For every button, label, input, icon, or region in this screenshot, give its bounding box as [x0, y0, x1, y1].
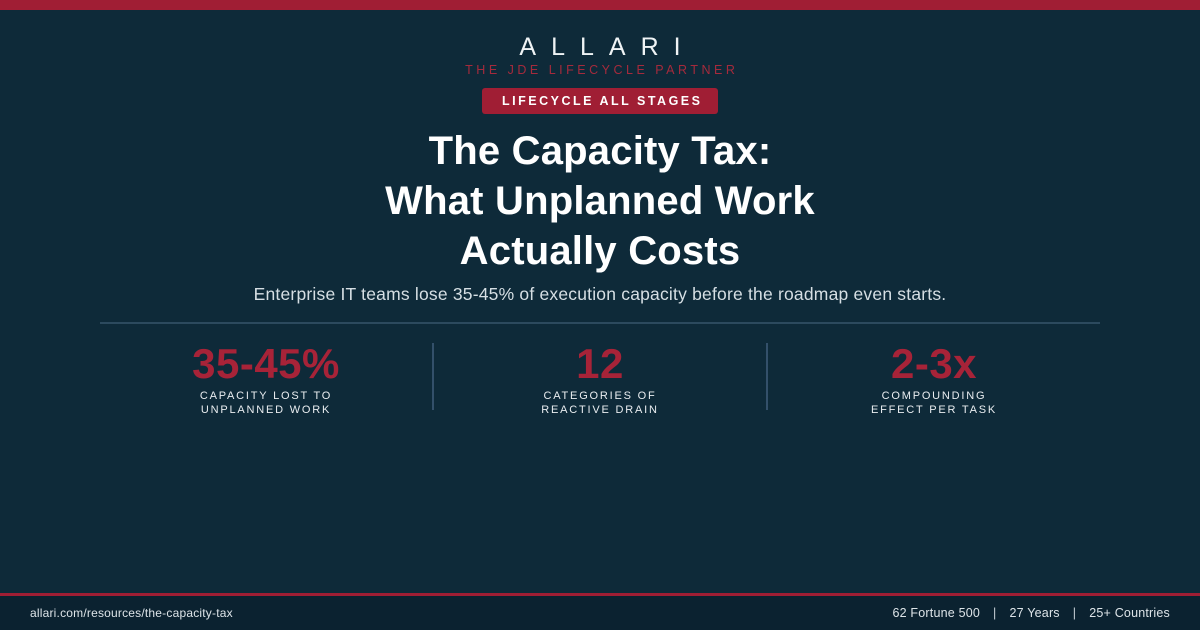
title-line-3: Actually Costs: [459, 229, 741, 273]
brand-wordmark: ALLARI: [519, 33, 696, 61]
title-line-2: What Unplanned Work: [385, 179, 815, 223]
stat-label-line-2: UNPLANNED WORK: [200, 403, 332, 416]
top-accent-bar: [0, 0, 1200, 10]
page-title: The Capacity Tax: What Unplanned Work Ac…: [0, 126, 1200, 276]
footer-meta-countries: 25+ Countries: [1089, 606, 1170, 620]
stat-label-line-1: CATEGORIES OF: [543, 390, 657, 402]
footer-url: allari.com/resources/the-capacity-tax: [30, 606, 233, 620]
footer-bar: allari.com/resources/the-capacity-tax 62…: [0, 596, 1200, 630]
lifecycle-stage-badge: LIFECYCLE ALL STAGES: [481, 88, 719, 114]
horizontal-divider: [100, 322, 1100, 324]
stat-value: 2-3x: [890, 340, 978, 387]
brand-tagline: THE JDE LIFECYCLE PARTNER: [465, 63, 739, 77]
stat-label: COMPOUNDING EFFECT PER TASK: [768, 390, 1100, 417]
stat-label-line-1: CAPACITY LOST TO: [199, 390, 333, 402]
footer-separator: |: [1072, 606, 1077, 620]
stat-value: 35-45%: [192, 340, 340, 387]
stat-compounding: 2-3x COMPOUNDING EFFECT PER TASK: [768, 342, 1100, 417]
stat-label: CATEGORIES OF REACTIVE DRAIN: [434, 390, 766, 417]
vertical-divider: [432, 343, 434, 410]
stat-label-line-1: COMPOUNDING: [881, 390, 987, 402]
title-line-1: The Capacity Tax:: [428, 129, 772, 173]
footer-meta-fortune: 62 Fortune 500: [892, 606, 981, 620]
stat-label-line-2: EFFECT PER TASK: [870, 403, 998, 416]
vertical-divider: [766, 343, 768, 410]
stats-row: 35-45% CAPACITY LOST TO UNPLANNED WORK 1…: [100, 342, 1100, 417]
stat-label: CAPACITY LOST TO UNPLANNED WORK: [100, 390, 432, 417]
stat-capacity-lost: 35-45% CAPACITY LOST TO UNPLANNED WORK: [100, 342, 432, 417]
footer-meta: 62 Fortune 500 | 27 Years | 25+ Countrie…: [892, 606, 1170, 620]
stat-label-line-2: REACTIVE DRAIN: [541, 403, 659, 416]
stat-value: 12: [576, 340, 624, 387]
subtitle: Enterprise IT teams lose 35-45% of execu…: [253, 284, 947, 304]
footer-meta-years: 27 Years: [1009, 606, 1060, 620]
badge-row: LIFECYCLE ALL STAGES: [0, 88, 1200, 114]
stat-categories: 12 CATEGORIES OF REACTIVE DRAIN: [434, 342, 766, 417]
footer-separator: |: [993, 606, 997, 620]
footer-accent-line: [0, 593, 1200, 596]
